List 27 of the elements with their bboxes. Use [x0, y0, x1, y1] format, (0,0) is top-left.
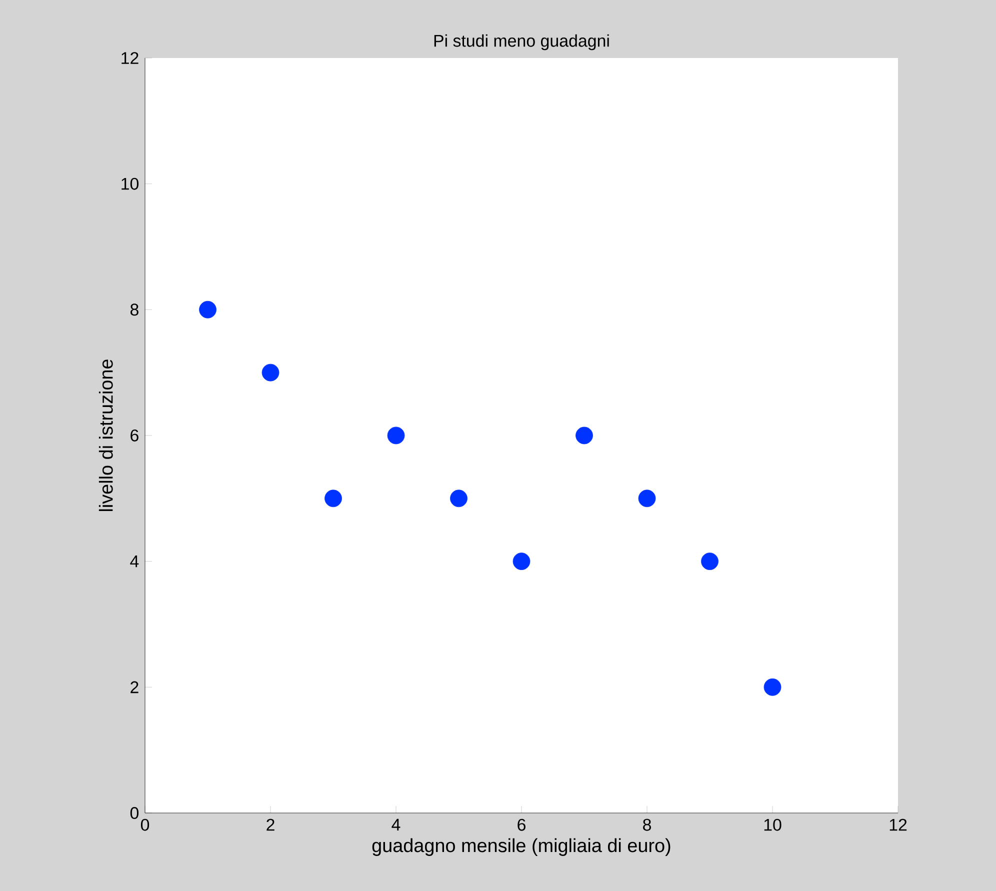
y-tick-label: 10 — [122, 178, 139, 190]
point — [512, 552, 530, 570]
x-tick-label: 12 — [890, 818, 907, 831]
x-axis-title: guadagno mensile (migliaia di euro) — [372, 838, 670, 856]
y-tick-label: 2 — [130, 681, 138, 694]
chart-title: Pi studi meno guadagni — [434, 34, 609, 50]
y-tick-label: 6 — [130, 429, 138, 442]
x-tick-label: 0 — [140, 818, 150, 831]
point — [576, 426, 593, 444]
x-tick-label: 8 — [643, 818, 651, 831]
y-axis-title: livello di istruzione — [98, 360, 113, 512]
point — [199, 300, 216, 318]
x-tick-label: 2 — [266, 818, 274, 831]
x-tick-label: 10 — [764, 818, 782, 831]
point — [701, 552, 718, 570]
point — [764, 678, 782, 696]
y-tick-label: 0 — [130, 806, 139, 819]
point — [450, 490, 468, 508]
x-tick-label: 4 — [392, 818, 400, 830]
point — [324, 490, 342, 508]
point — [262, 364, 280, 382]
y-tick-label: 12 — [122, 52, 138, 64]
y-tick-label: 4 — [130, 555, 139, 568]
point — [638, 490, 656, 508]
point — [387, 426, 405, 444]
x-tick-label: 6 — [518, 818, 526, 831]
y-tick-label: 8 — [130, 304, 138, 316]
